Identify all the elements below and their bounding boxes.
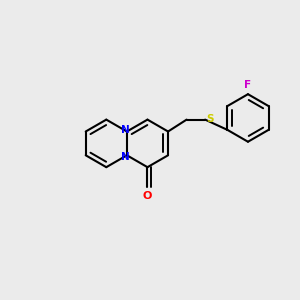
Text: O: O	[143, 191, 152, 201]
Text: F: F	[244, 80, 251, 90]
Text: N: N	[121, 124, 130, 134]
Text: N: N	[121, 152, 130, 162]
Text: S: S	[206, 114, 214, 124]
